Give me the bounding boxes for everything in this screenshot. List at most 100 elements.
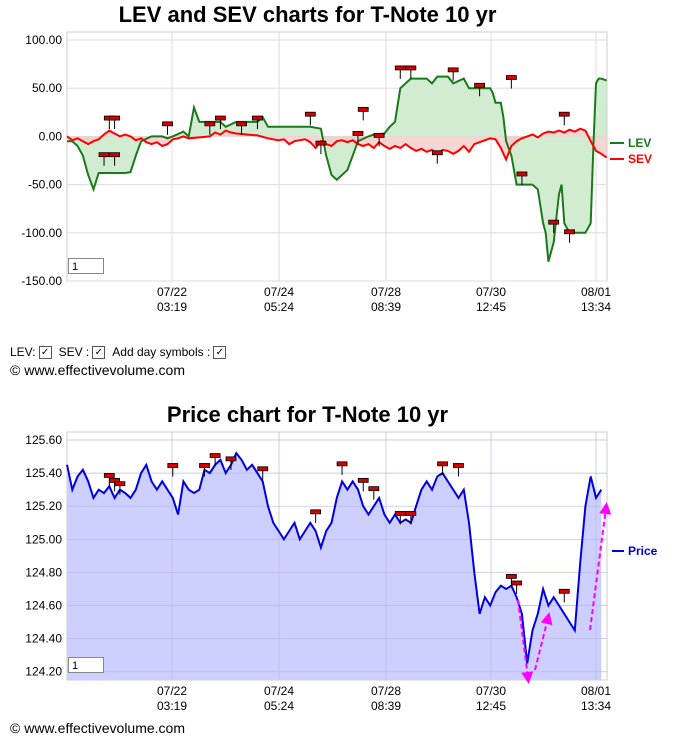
y-tick-label: 0.00 (39, 129, 63, 143)
x-tick-time: 12:45 (476, 699, 506, 713)
y-tick-label: 124.40 (25, 632, 62, 646)
lev-toggle-label: LEV: (10, 345, 36, 359)
y-tick-label: 125.00 (25, 532, 62, 546)
series-toggles: LEV: ✓ SEV : ✓ Add day symbols : ✓ (10, 345, 230, 359)
x-tick-date: 07/30 (476, 285, 506, 299)
y-tick-label: -100.00 (21, 226, 62, 240)
chart1-zoom-input[interactable]: 1 (68, 258, 104, 274)
sev-line (66, 127, 608, 163)
lev-legend-label: LEV (628, 136, 651, 150)
copyright-bottom: © www.effectivevolume.com (10, 720, 186, 736)
price-area (67, 453, 602, 680)
y-tick-label: -150.00 (21, 274, 62, 288)
day-marker (103, 473, 115, 478)
x-tick-date: 07/24 (264, 684, 294, 698)
day-marker (368, 486, 380, 492)
day-marker (310, 509, 322, 515)
trend-arrow (517, 599, 534, 684)
x-tick-time: 03:19 (157, 699, 187, 713)
y-tick-label: 50.00 (32, 81, 62, 95)
y-tick-label: 100.00 (25, 33, 62, 47)
day-marker (357, 477, 369, 483)
day-marker (304, 111, 316, 117)
y-tick-label: 125.40 (25, 466, 62, 480)
lev-sev-chart: 100.00 50.00 0.00 -50.00 -100.00 -150.00 07/22… (21, 31, 652, 314)
day-marker (558, 111, 570, 117)
x-tick-date: 07/28 (371, 684, 401, 698)
day-marker (257, 466, 269, 472)
day-marker (405, 511, 417, 516)
x-tick-time: 03:19 (157, 300, 187, 314)
day-marker (215, 115, 226, 121)
x-tick-date: 07/24 (264, 285, 294, 299)
x-tick-date: 07/30 (476, 684, 506, 698)
day-marker (474, 82, 486, 88)
x-tick-time: 08:39 (371, 300, 401, 314)
chart2-zoom-input[interactable]: 1 (68, 657, 104, 673)
x-tick-time: 12:45 (476, 300, 506, 314)
day-marker (109, 115, 121, 121)
day-marker (114, 481, 126, 487)
y-tick-label: 125.20 (25, 499, 62, 513)
day-marker (394, 65, 406, 71)
day-marker (505, 573, 517, 579)
y-tick-label: 124.60 (25, 599, 62, 613)
day-symbols-label: Add day symbols : (112, 345, 211, 359)
day-marker (505, 75, 517, 80)
sev-toggle-label: SEV : (58, 345, 90, 359)
day-marker (511, 580, 523, 586)
x-tick-time: 13:34 (581, 699, 611, 713)
day-marker (352, 131, 364, 136)
day-marker (109, 152, 121, 158)
day-marker (225, 456, 237, 462)
day-marker (252, 115, 263, 121)
day-marker (236, 121, 247, 127)
day-marker (394, 511, 406, 516)
sev-checkbox[interactable]: ✓ (92, 345, 106, 359)
day-marker (98, 152, 110, 158)
sev-legend-label: SEV (628, 152, 652, 166)
day-marker (209, 453, 221, 458)
trend-arrow (534, 612, 553, 671)
day-symbols-checkbox[interactable]: ✓ (213, 345, 227, 359)
day-marker (373, 132, 385, 138)
price-chart: 125.60 125.40 125.20 125.00 124.80 124.60 124.… (25, 431, 658, 713)
day-marker (204, 121, 216, 127)
x-tick-date: 07/22 (157, 285, 187, 299)
y-tick-label: 124.80 (25, 565, 62, 579)
price-line (66, 451, 603, 664)
day-marker (558, 588, 570, 594)
day-marker (516, 171, 528, 177)
trend-arrow (589, 502, 612, 631)
day-marker (564, 229, 575, 235)
x-tick-date: 08/01 (581, 684, 611, 698)
x-tick-time: 05:24 (264, 300, 294, 314)
day-marker (336, 461, 348, 467)
x-tick-date: 07/28 (371, 285, 401, 299)
price-chart-title: Price chart for T-Note 10 yr (166, 402, 449, 427)
lev-line (67, 75, 607, 262)
day-marker (437, 461, 448, 467)
day-marker (431, 150, 443, 156)
day-marker (167, 463, 179, 468)
day-marker (162, 121, 173, 127)
day-marker (405, 65, 417, 71)
x-tick-date: 08/01 (581, 285, 611, 299)
y-tick-label: 124.20 (25, 665, 62, 679)
y-tick-label: 125.60 (25, 433, 62, 447)
price-legend-label: Price (628, 544, 658, 558)
x-tick-time: 05:24 (264, 699, 294, 713)
y-tick-label: -50.00 (28, 178, 62, 192)
day-marker (453, 463, 464, 468)
x-tick-time: 13:34 (581, 300, 611, 314)
x-tick-date: 07/22 (157, 684, 187, 698)
day-marker (199, 463, 210, 468)
x-tick-time: 08:39 (371, 699, 401, 713)
day-marker (357, 106, 369, 112)
copyright-top: © www.effectivevolume.com (10, 362, 186, 378)
lev-sev-chart-title: LEV and SEV charts for T-Note 10 yr (118, 2, 497, 27)
lev-checkbox[interactable]: ✓ (38, 345, 52, 359)
day-marker (447, 67, 459, 73)
day-marker (548, 219, 560, 225)
day-marker (315, 140, 327, 146)
